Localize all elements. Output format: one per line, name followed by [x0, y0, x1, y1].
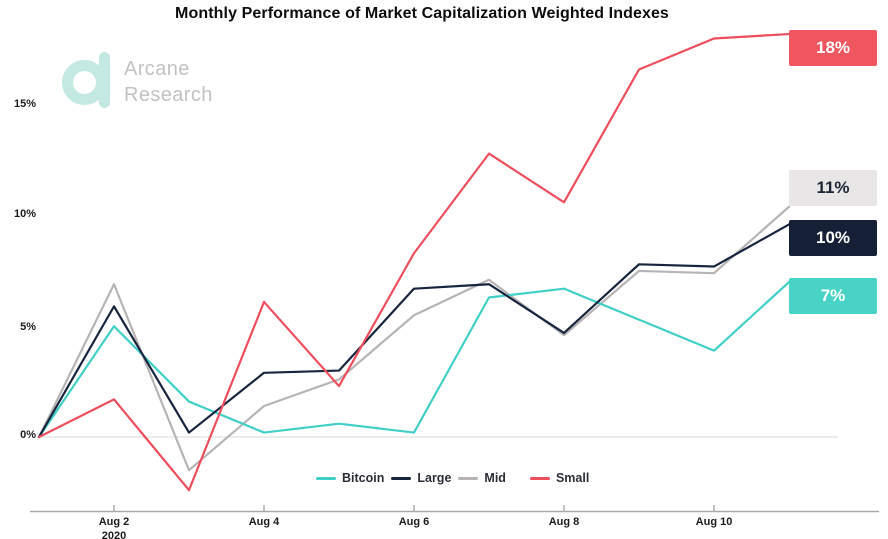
x-axis-tick-label: Aug 4: [248, 516, 280, 528]
y-axis-tick-label: 5%: [20, 321, 36, 333]
legend-label: Large: [417, 471, 452, 485]
logo-text-line2: Research: [124, 84, 213, 106]
end-value-badge-mid: 11%: [789, 170, 877, 206]
arcane-logo-icon: [62, 52, 110, 108]
legend-swatch-bitcoin: [316, 476, 336, 480]
y-axis-tick-label: 0%: [20, 429, 36, 441]
logo-wordmark: Arcane Research: [124, 52, 213, 108]
x-axis-tick-label: Aug 6: [398, 516, 430, 528]
end-value-badge-bitcoin: 7%: [789, 278, 877, 314]
legend-swatch-small: [529, 476, 550, 480]
legend-swatch-mid: [458, 476, 479, 480]
y-axis-tick-label: 10%: [13, 208, 36, 220]
end-value-badge-large: 10%: [789, 220, 877, 256]
legend-label: Bitcoin: [342, 471, 385, 485]
logo-bar-shape: [99, 52, 110, 108]
chart-title: Monthly Performance of Market Capitaliza…: [175, 5, 669, 22]
arcane-research-logo: Arcane Research: [62, 52, 213, 108]
logo-text-line1: Arcane: [124, 58, 190, 80]
end-value-badge-small: 18%: [789, 30, 877, 66]
legend-item-bitcoin: Bitcoin: [316, 471, 384, 485]
legend-swatch-large: [391, 476, 412, 480]
x-axis-year-label: 2020: [101, 530, 127, 539]
legend-label: Small: [555, 471, 590, 485]
x-axis-tick-label: Aug 8: [548, 516, 580, 528]
y-axis-tick-label: 15%: [13, 98, 36, 110]
legend-label: Mid: [484, 471, 506, 485]
chart-legend: Bitcoin Large Mid Small: [316, 471, 596, 485]
x-axis-tick-label: Aug 2: [98, 516, 130, 528]
legend-item-mid: Mid: [458, 471, 506, 485]
legend-item-small: Small: [529, 471, 590, 485]
x-axis-tick-label: Aug 10: [695, 516, 733, 528]
legend-item-large: Large: [391, 471, 451, 485]
